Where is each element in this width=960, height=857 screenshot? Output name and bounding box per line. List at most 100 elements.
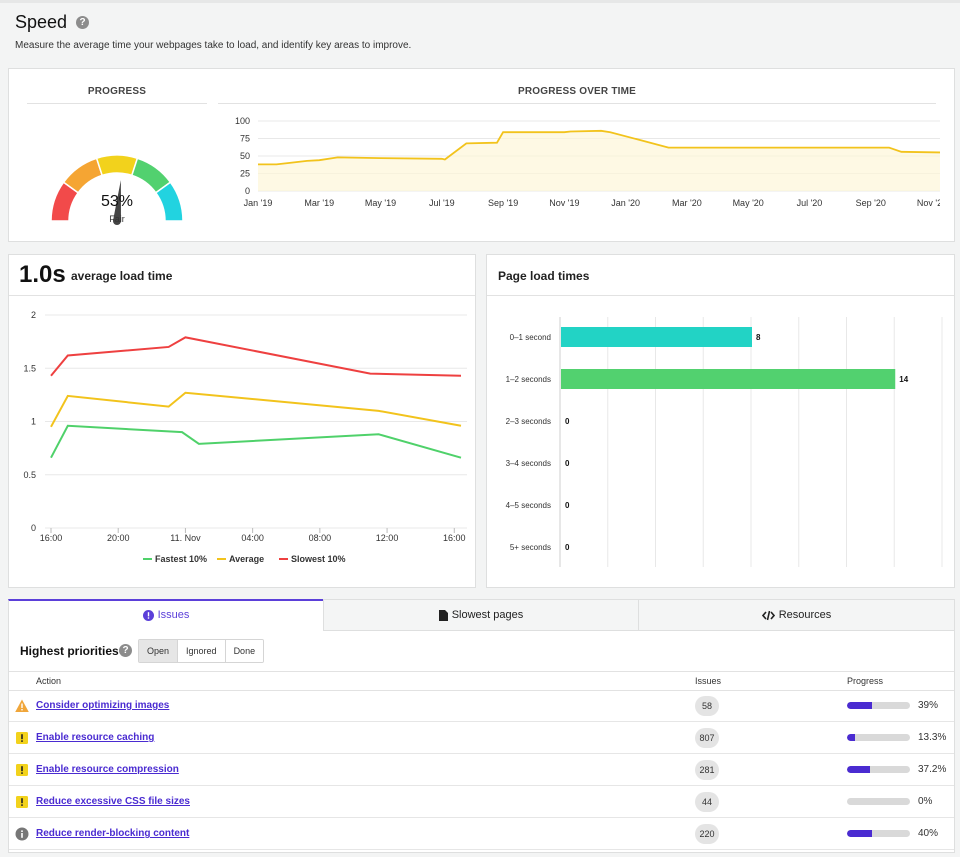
progress-percent: 13.3% [918,732,947,743]
exclamation-square-icon [15,731,29,745]
progress-bar [847,702,910,709]
progress-bar-fill [847,734,856,741]
y-tick-label: 25 [240,169,250,179]
exclamation-circle-icon [142,609,154,621]
progress-percent: 39% [918,700,939,711]
progress-bar [847,734,910,741]
y-tick-label: 0.5 [23,470,36,480]
y-tick-label: 100 [235,117,250,126]
x-tick-label: Jan '19 [244,198,273,208]
average-load-card: 1.0s average load time 2 1.5 1 0.5 0 16:00 20:… [8,254,476,588]
tab-slowest-pages-label: Slowest pages [451,609,524,621]
progress-over-time-chart: 100 75 50 25 0 Jan '19 Mar '19 May '19 Jul '19 Se… [235,117,940,208]
series-line [50,336,462,377]
series-line [50,391,462,428]
top-divider [0,0,960,3]
x-tick-label: Sep '20 [856,198,886,208]
bar-value-label: 14 [899,375,908,384]
highest-priorities-title: Highest priorities [20,644,119,658]
filter-open-button[interactable]: Open [139,640,179,662]
progress-bar-fill [847,702,872,709]
y-tick-label: 0 [245,186,250,196]
action-link[interactable]: Reduce render-blocking content [36,828,190,839]
gauge-percent: 53% [100,193,134,210]
average-load-title: average load time [71,269,173,283]
table-row: Reduce excessive CSS file sizes 44 0% [9,786,954,818]
table-row: Consider optimizing images 58 39% [9,690,954,722]
table-header: Action Issues Progress [9,671,954,691]
gauge-segment [95,154,139,177]
x-tick-label: 16:00 [40,533,63,543]
progress-over-time-heading-line [218,103,936,104]
legend-label: Fastest 10% [155,554,207,564]
average-load-chart: 2 1.5 1 0.5 0 16:00 20:00 11. Nov 04:00 08:00 12:0… [23,310,467,564]
progress-gauge [50,154,184,225]
x-tick-label: Jul '20 [797,198,823,208]
average-load-value: 1.0s [19,261,66,288]
page-title: Speed [15,12,68,32]
tab-issues-label: Issues [157,609,190,621]
category-label: 0–1 second [510,333,551,342]
x-tick-label: Mar '20 [672,198,702,208]
filter-ignored-button[interactable]: Ignored [178,640,226,662]
help-icon[interactable]: ? [76,16,89,29]
progress-line [258,129,940,166]
category-label: 3–4 seconds [506,459,551,468]
info-circle-icon [15,827,29,841]
x-tick-label: 08:00 [309,533,332,543]
action-link[interactable]: Enable resource caching [36,732,155,743]
gauge-rating: Fair [109,214,125,224]
action-link[interactable]: Consider optimizing images [36,700,170,711]
x-tick-label: Jan '20 [611,198,640,208]
progress-percent: 37.2% [918,764,947,775]
column-progress[interactable]: Progress [847,676,884,686]
x-tick-label: Mar '19 [304,198,334,208]
series-line [50,424,462,459]
page-load-chart: 0–1 second 8 1–2 seconds 14 2–3 seconds 0 3–4 … [506,317,943,567]
tab-slowest-pages[interactable]: Slowest pages [323,599,639,631]
x-tick-label: 12:00 [376,533,399,543]
column-issues[interactable]: Issues [695,676,722,686]
gauge-segment [154,181,184,222]
filter-done-button[interactable]: Done [225,640,264,662]
progress-percent: 0% [918,796,933,807]
y-tick-label: 1.5 [23,363,36,373]
x-tick-label: 16:00 [443,533,466,543]
y-tick-label: 1 [31,417,36,427]
table-row: Enable resource caching 807 13.3% [9,722,954,754]
legend-label: Average [229,554,264,564]
legend-label: Slowest 10% [291,554,346,564]
action-link[interactable]: Enable resource compression [36,764,179,775]
x-tick-label: 04:00 [241,533,264,543]
issue-count-badge: 281 [695,760,719,780]
issues-panel: Highest priorities ? Open Ignored Done A… [8,631,955,853]
gauge-needle [113,180,121,225]
help-icon[interactable]: ? [119,644,132,657]
progress-percent: 40% [918,828,939,839]
x-tick-label: May '20 [733,198,764,208]
action-link[interactable]: Reduce excessive CSS file sizes [36,796,190,807]
code-icon [761,610,775,620]
category-label: 4–5 seconds [506,501,551,510]
bar-value-label: 0 [565,543,570,552]
issue-count-badge: 44 [695,792,719,812]
progress-bar-fill [847,830,873,837]
category-label: 2–3 seconds [506,417,551,426]
x-tick-label: 11. Nov [170,533,201,543]
page-load-card: Page load times 0–1 second 8 1–2 seconds 14… [486,254,955,588]
tab-issues[interactable]: Issues [8,599,324,631]
page-load-title: Page load times [498,269,590,283]
category-label: 5+ seconds [510,543,551,552]
average-load-header: 1.0s average load time [9,255,475,296]
tab-resources[interactable]: Resources [638,599,955,631]
bar [561,327,752,347]
bar-value-label: 0 [565,417,570,426]
table-row: Enable resource compression 281 37.2% [9,754,954,786]
progress-card: PROGRESS 53% Fair PROGRESS OVER TIME 100… [8,68,955,242]
progress-bar [847,798,910,805]
page-load-header: Page load times [487,255,954,296]
status-filter: Open Ignored Done [138,639,265,663]
bar [561,369,896,389]
page-subtitle: Measure the average time your webpages t… [15,40,412,51]
column-action[interactable]: Action [36,676,62,686]
